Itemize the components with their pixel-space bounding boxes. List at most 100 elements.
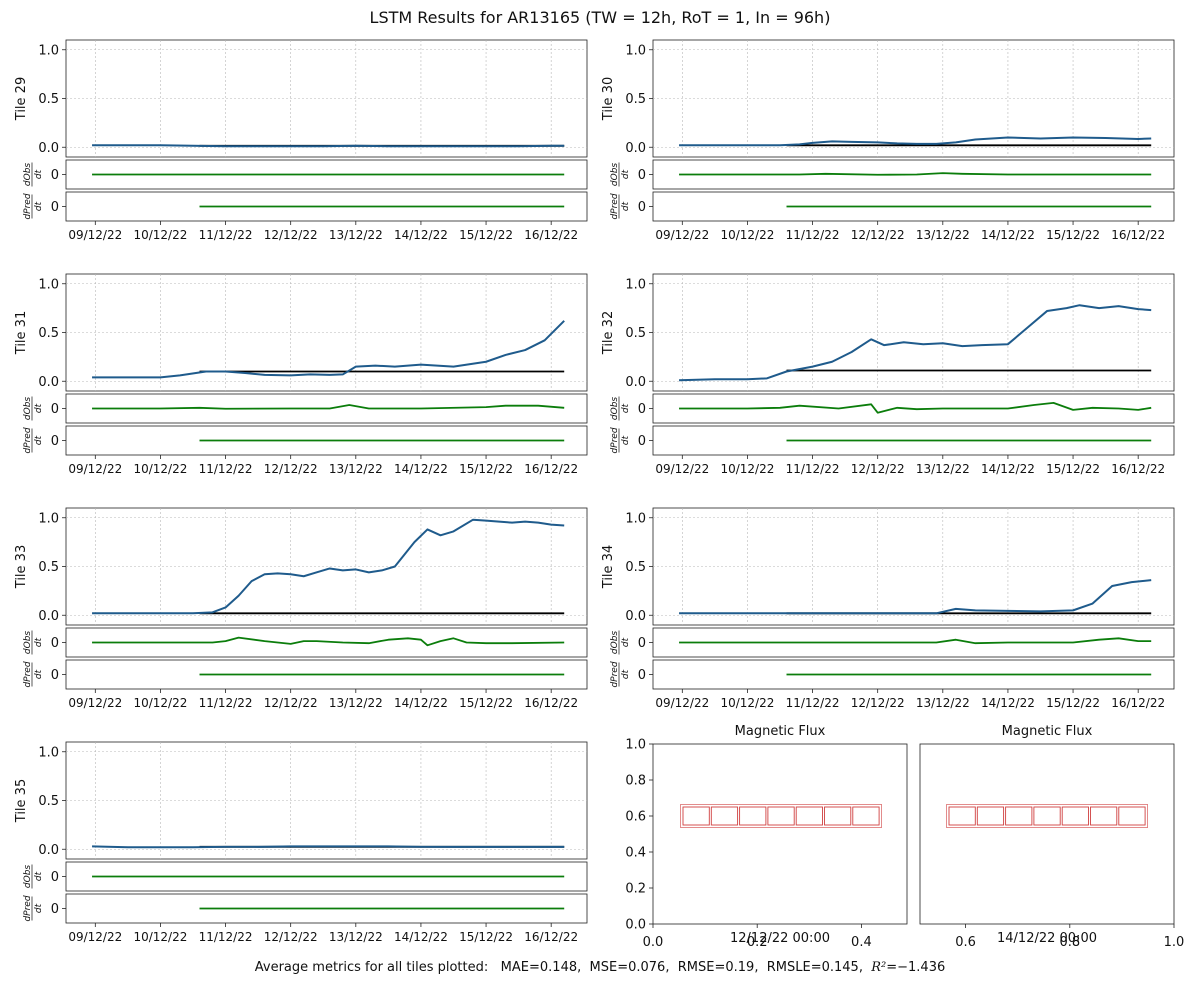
flux-y-tick-label: 0.4 xyxy=(625,846,646,861)
flux-y-tick-label: 1.0 xyxy=(625,738,646,753)
y-tick-label: 1.0 xyxy=(38,511,59,526)
y-tick-label: 0.5 xyxy=(38,92,59,107)
dobs-axis-label: dObs dt xyxy=(23,396,44,421)
dpred-axis-label: dPred dt xyxy=(23,895,44,921)
x-tick-label: 14/12/22 xyxy=(394,696,448,710)
x-tick-label: 12/12/22 xyxy=(851,462,905,476)
dobs-label-numerator: dObs xyxy=(23,163,33,187)
dpred-axis-label: dPred dt xyxy=(610,427,631,453)
dpred-label-denominator: dt xyxy=(621,435,631,445)
dpred-label-numerator: dPred xyxy=(610,661,620,687)
flux-x-tick-label: 0.0 xyxy=(643,935,664,950)
y-tick-label: 1.0 xyxy=(625,43,646,58)
dpred-tick-label: 0 xyxy=(51,434,59,449)
dobs-series-line xyxy=(679,637,1152,645)
dpred-label-denominator: dt xyxy=(621,669,631,679)
dobs-series-line xyxy=(92,404,565,410)
dobs-label-denominator: dt xyxy=(621,637,631,647)
dpred-label-numerator: dPred xyxy=(610,427,620,453)
x-tick-label: 12/12/22 xyxy=(264,228,318,242)
dobs-tick-label: 0 xyxy=(638,402,646,417)
x-tick-label: 15/12/22 xyxy=(459,930,513,944)
flux-left-cell xyxy=(682,806,710,826)
x-tick-label: 09/12/22 xyxy=(68,696,122,710)
flux-y-tick-label: 0.8 xyxy=(625,774,646,789)
metric-rmsle-value: 0.145 xyxy=(821,960,859,975)
flux-right-cell xyxy=(1005,806,1033,826)
tile-panel-4: dObs dt dPred dt xyxy=(23,507,588,693)
dobs-axis-label: dObs dt xyxy=(610,162,631,187)
dobs-tick-label: 0 xyxy=(638,168,646,183)
x-tick-label: 09/12/22 xyxy=(68,462,122,476)
x-tick-label: 14/12/22 xyxy=(394,930,448,944)
dobs-label-numerator: dObs xyxy=(610,631,620,655)
y-axis-label: Tile 31 xyxy=(14,311,29,355)
flux-left-cell xyxy=(824,806,852,826)
observed-series-line xyxy=(679,136,1152,147)
flux-left-timestamp: 12/12/22 00:00 xyxy=(730,931,830,946)
x-tick-label: 13/12/22 xyxy=(329,462,383,476)
flux-left-cell xyxy=(767,806,795,826)
flux-right-timestamp: 14/12/22 00:00 xyxy=(997,931,1097,946)
tile-panel-2: dObs dt dPred dt xyxy=(23,273,588,459)
metric-r2-value: −1.436 xyxy=(897,960,946,975)
x-tick-label: 15/12/22 xyxy=(459,228,513,242)
x-tick-label: 11/12/22 xyxy=(786,462,840,476)
dpred-axis-label: dPred dt xyxy=(23,427,44,453)
y-axis-label: Tile 30 xyxy=(601,77,616,121)
observed-series-line xyxy=(92,845,565,849)
x-tick-label: 15/12/22 xyxy=(1046,462,1100,476)
flux-left-cell xyxy=(852,806,880,826)
x-tick-label: 13/12/22 xyxy=(329,696,383,710)
metric-mae-value: 0.148 xyxy=(539,960,578,975)
metric-mae-name: MAE xyxy=(500,960,529,975)
x-tick-label: 09/12/22 xyxy=(655,696,709,710)
flux-left-outer xyxy=(680,804,882,828)
dpred-label-denominator: dt xyxy=(34,435,44,445)
magnetic-flux-panel xyxy=(649,743,1175,928)
observed-series-line xyxy=(92,518,565,615)
x-tick-label: 14/12/22 xyxy=(394,462,448,476)
x-tick-label: 13/12/22 xyxy=(916,462,970,476)
flux-right-outer xyxy=(946,804,1148,828)
x-tick-label: 11/12/22 xyxy=(199,930,253,944)
dpred-label-denominator: dt xyxy=(34,903,44,913)
flux-right-cell xyxy=(1061,806,1089,826)
x-tick-label: 16/12/22 xyxy=(524,696,578,710)
flux-left-axes-frame xyxy=(652,743,908,925)
dobs-label-numerator: dObs xyxy=(23,631,33,655)
dobs-label-numerator: dObs xyxy=(23,865,33,889)
y-tick-label: 0.5 xyxy=(625,560,646,575)
x-tick-label: 15/12/22 xyxy=(459,462,513,476)
y-tick-label: 0.5 xyxy=(625,92,646,107)
x-tick-label: 12/12/22 xyxy=(264,696,318,710)
y-tick-label: 0.0 xyxy=(38,141,59,156)
y-tick-label: 0.0 xyxy=(38,843,59,858)
y-tick-label: 0.5 xyxy=(38,794,59,809)
dpred-axis-label: dPred dt xyxy=(23,661,44,687)
x-tick-label: 12/12/22 xyxy=(851,228,905,242)
metrics-footer: Average metrics for all tiles plotted: M… xyxy=(254,960,946,975)
y-tick-label: 0.0 xyxy=(625,609,646,624)
x-tick-label: 16/12/22 xyxy=(1111,462,1165,476)
x-tick-label: 09/12/22 xyxy=(655,228,709,242)
dobs-label-denominator: dt xyxy=(621,403,631,413)
flux-right-cell xyxy=(1033,806,1061,826)
x-tick-label: 09/12/22 xyxy=(655,462,709,476)
dobs-label-denominator: dt xyxy=(34,637,44,647)
figure-title: LSTM Results for AR13165 (TW = 12h, RoT … xyxy=(369,8,831,27)
y-tick-label: 1.0 xyxy=(625,277,646,292)
dobs-label-denominator: dt xyxy=(34,403,44,413)
flux-right-cell xyxy=(948,806,976,826)
metrics-prefix: Average metrics for all tiles plotted: xyxy=(254,960,489,975)
x-tick-label: 11/12/22 xyxy=(786,696,840,710)
y-tick-label: 0.5 xyxy=(38,560,59,575)
x-tick-label: 16/12/22 xyxy=(1111,228,1165,242)
flux-left-cell xyxy=(710,806,739,826)
metric-rmse-name: RMSE xyxy=(677,960,715,975)
y-tick-label: 0.0 xyxy=(38,375,59,390)
flux-left-title: Magnetic Flux xyxy=(735,724,826,739)
flux-y-tick-label: 0.6 xyxy=(625,810,646,825)
